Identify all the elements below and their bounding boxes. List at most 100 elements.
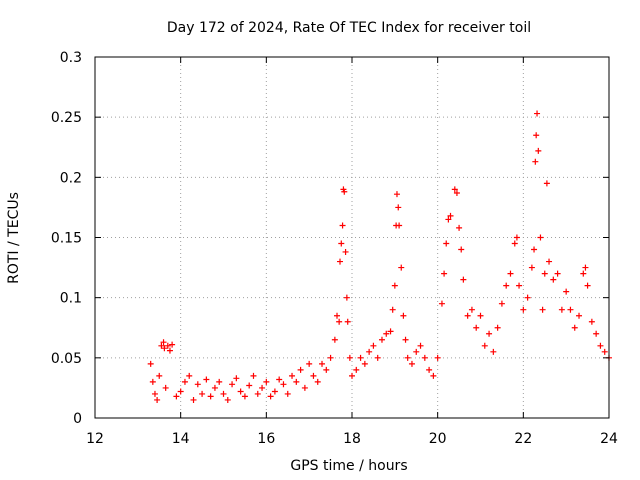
data-point bbox=[584, 282, 591, 289]
plot-frame bbox=[94, 56, 610, 419]
data-point bbox=[353, 366, 360, 373]
data-point bbox=[558, 306, 565, 313]
data-point bbox=[524, 294, 531, 301]
data-point bbox=[220, 390, 227, 397]
data-point bbox=[550, 276, 557, 283]
data-point bbox=[289, 372, 296, 379]
data-point bbox=[181, 378, 188, 385]
data-point bbox=[263, 378, 270, 385]
data-point bbox=[421, 354, 428, 361]
data-point bbox=[361, 360, 368, 367]
data-point bbox=[211, 384, 218, 391]
data-point bbox=[490, 348, 497, 355]
chart-title: Day 172 of 2024, Rate Of TEC Index for r… bbox=[167, 20, 531, 36]
data-point bbox=[588, 318, 595, 325]
scatter-points bbox=[147, 110, 612, 403]
data-point bbox=[543, 180, 550, 187]
data-point bbox=[597, 342, 604, 349]
data-point bbox=[445, 216, 452, 223]
data-point bbox=[186, 372, 193, 379]
data-point bbox=[520, 306, 527, 313]
data-point bbox=[177, 388, 184, 395]
y-tick-label: 0.3 bbox=[60, 50, 82, 66]
data-point bbox=[516, 282, 523, 289]
data-point bbox=[323, 366, 330, 373]
data-point bbox=[438, 300, 445, 307]
x-tick-label: 20 bbox=[429, 431, 447, 447]
data-point bbox=[537, 234, 544, 241]
data-point bbox=[534, 110, 541, 117]
tick-labels: 12 14 16 18 20 22 24 0 0.05 0.1 0.15 0.2 0.25 0.3 bbox=[51, 50, 618, 447]
data-point bbox=[310, 372, 317, 379]
data-point bbox=[246, 382, 253, 389]
data-point bbox=[343, 294, 350, 301]
data-point bbox=[301, 384, 308, 391]
data-point bbox=[169, 341, 176, 348]
data-point bbox=[233, 375, 240, 382]
x-tick-label: 12 bbox=[86, 431, 104, 447]
data-point bbox=[563, 288, 570, 295]
data-point bbox=[378, 336, 385, 343]
y-tick-label: 0.2 bbox=[60, 170, 82, 186]
data-point bbox=[280, 381, 287, 388]
data-point bbox=[327, 354, 334, 361]
data-point bbox=[554, 270, 561, 277]
y-axis-label: ROTI / TECUs bbox=[6, 192, 22, 284]
data-point bbox=[582, 264, 589, 271]
data-point bbox=[503, 282, 510, 289]
data-point bbox=[464, 312, 471, 319]
data-point bbox=[162, 384, 169, 391]
data-point bbox=[166, 347, 173, 354]
data-point bbox=[383, 330, 390, 337]
data-point bbox=[434, 354, 441, 361]
data-point bbox=[576, 312, 583, 319]
data-point bbox=[331, 336, 338, 343]
data-point bbox=[151, 390, 158, 397]
data-point bbox=[571, 324, 578, 331]
data-point bbox=[339, 222, 346, 229]
data-point bbox=[250, 372, 257, 379]
x-tick-label: 16 bbox=[257, 431, 275, 447]
data-point bbox=[580, 270, 587, 277]
data-point bbox=[154, 396, 161, 403]
data-point bbox=[349, 372, 355, 379]
data-point bbox=[451, 186, 458, 193]
data-point bbox=[398, 264, 405, 271]
data-point bbox=[341, 188, 348, 195]
data-point bbox=[357, 354, 364, 361]
data-point bbox=[441, 270, 448, 277]
data-point bbox=[528, 264, 535, 271]
data-point bbox=[147, 360, 154, 367]
y-tick-label: 0.15 bbox=[51, 231, 82, 247]
data-point bbox=[443, 240, 450, 247]
data-point bbox=[396, 222, 403, 229]
data-point bbox=[271, 388, 278, 395]
data-point bbox=[481, 342, 488, 349]
data-point bbox=[393, 191, 400, 198]
x-tick-label: 24 bbox=[600, 431, 618, 447]
data-point bbox=[567, 306, 574, 313]
data-point bbox=[539, 306, 546, 313]
data-point bbox=[511, 240, 518, 247]
data-point bbox=[346, 354, 353, 361]
data-point bbox=[468, 306, 475, 313]
data-point bbox=[498, 300, 505, 307]
data-point bbox=[513, 234, 520, 241]
data-point bbox=[216, 378, 223, 385]
data-point bbox=[391, 282, 398, 289]
data-point bbox=[370, 342, 377, 349]
data-point bbox=[160, 339, 167, 346]
data-point bbox=[306, 360, 313, 367]
data-point bbox=[447, 212, 454, 219]
x-axis-label: GPS time / hours bbox=[290, 458, 407, 474]
data-point bbox=[161, 345, 168, 352]
data-point bbox=[190, 396, 197, 403]
data-point bbox=[374, 354, 381, 361]
y-tick-label: 0.1 bbox=[60, 291, 82, 307]
data-point bbox=[546, 258, 553, 265]
data-point bbox=[254, 390, 261, 397]
data-point bbox=[477, 312, 484, 319]
data-point bbox=[314, 378, 321, 385]
data-point bbox=[336, 318, 343, 325]
data-point bbox=[297, 366, 304, 373]
